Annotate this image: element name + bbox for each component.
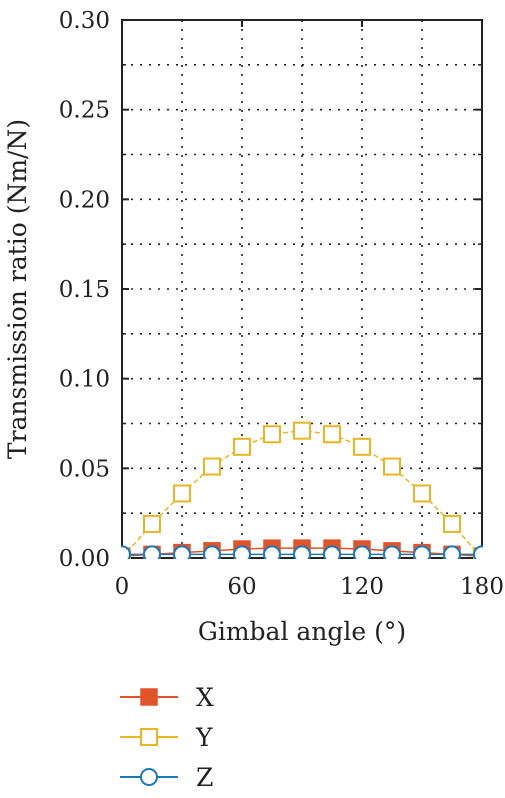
series-z	[121, 545, 483, 559]
point-y	[173, 484, 191, 503]
point-z	[263, 545, 281, 559]
legend: XYZ	[120, 683, 214, 792]
legend-item-x: X	[120, 683, 214, 712]
x-tick-label: 120	[340, 574, 384, 600]
point-y	[233, 437, 251, 456]
point-y	[293, 421, 311, 440]
y-tick-label: 0.25	[59, 98, 110, 124]
point-z	[383, 545, 401, 559]
point-z	[323, 545, 341, 559]
y-tick-label: 0.10	[59, 367, 110, 393]
point-z	[173, 545, 191, 559]
legend-label: X	[196, 683, 214, 712]
y-tick-label: 0.20	[59, 187, 110, 213]
point-y	[413, 484, 431, 503]
legend-label: Y	[195, 723, 213, 752]
y-tick-label: 0.00	[59, 546, 110, 572]
point-y	[353, 437, 371, 456]
point-z	[413, 545, 431, 559]
point-z	[473, 545, 483, 559]
legend-marker	[140, 688, 158, 706]
legend-item-z: Z	[120, 763, 213, 792]
legend-label: Z	[196, 763, 213, 792]
point-z	[121, 545, 131, 559]
point-y	[203, 457, 221, 476]
point-z	[203, 545, 221, 559]
point-z	[443, 545, 461, 559]
x-tick-label: 0	[115, 574, 130, 600]
series-layer	[121, 421, 483, 559]
point-y	[443, 514, 461, 533]
axis-ticks: 0.00 0.05 0.10 0.15 0.20 0.25 0.30 0 60 120 180	[59, 8, 504, 600]
point-z	[293, 545, 311, 559]
point-y	[323, 425, 341, 444]
y-axis-label: Transmission ratio (Nm/N)	[3, 119, 32, 459]
legend-item-y: Y	[120, 723, 213, 752]
point-z	[233, 545, 251, 559]
legend-marker	[140, 728, 158, 746]
point-y	[143, 514, 161, 533]
x-tick-label: 60	[227, 574, 256, 600]
point-z	[353, 545, 371, 559]
y-tick-label: 0.15	[59, 277, 110, 303]
point-y	[263, 425, 281, 444]
point-y	[383, 457, 401, 476]
y-tick-label: 0.05	[59, 456, 110, 482]
grid-lines	[122, 20, 482, 558]
legend-marker	[140, 768, 158, 786]
x-axis-label: Gimbal angle (°)	[198, 617, 406, 646]
y-tick-label: 0.30	[59, 8, 110, 34]
x-tick-label: 180	[460, 574, 504, 600]
point-z	[143, 545, 161, 559]
